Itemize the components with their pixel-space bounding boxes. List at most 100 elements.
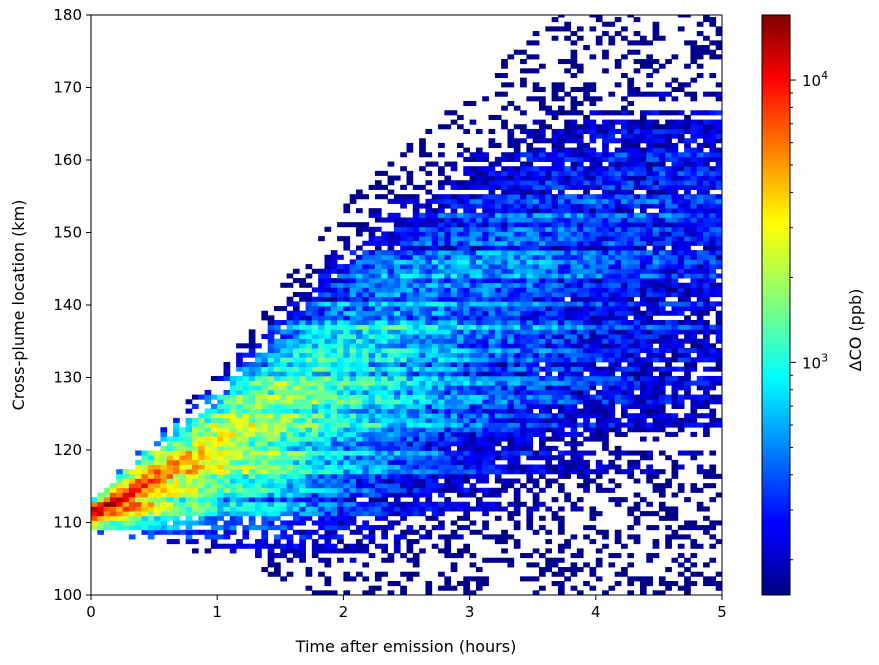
- heatmap-cell: [267, 427, 275, 433]
- heatmap-cell: [532, 54, 540, 60]
- heatmap-cell: [229, 408, 237, 414]
- heatmap-cell: [438, 338, 445, 344]
- heatmap-cell: [387, 520, 395, 526]
- heatmap-cell: [507, 254, 515, 260]
- heatmap-cell: [551, 175, 559, 181]
- heatmap-cell: [444, 357, 452, 363]
- heatmap-cell: [463, 231, 470, 237]
- heatmap-cell: [469, 343, 477, 349]
- heatmap-cell: [318, 413, 325, 419]
- heatmap-cell: [337, 254, 344, 260]
- heatmap-cell: [627, 525, 635, 531]
- heatmap-cell: [337, 427, 344, 433]
- heatmap-cell: [425, 203, 433, 209]
- heatmap-cell: [602, 180, 609, 186]
- heatmap-cell: [217, 455, 224, 461]
- heatmap-cell: [393, 399, 401, 405]
- heatmap-cell: [501, 529, 508, 535]
- heatmap-cell: [444, 347, 452, 354]
- heatmap-cell: [387, 292, 395, 298]
- heatmap-cell: [564, 133, 571, 139]
- heatmap-cell: [583, 534, 590, 540]
- heatmap-cell: [494, 455, 502, 461]
- heatmap-cell: [109, 487, 117, 493]
- heatmap-cell: [217, 441, 224, 447]
- heatmap-cell: [412, 347, 420, 354]
- heatmap-cell: [356, 483, 363, 489]
- heatmap-cell: [154, 450, 161, 456]
- heatmap-cell: [513, 478, 521, 484]
- heatmap-cell: [589, 152, 597, 158]
- heatmap-cell: [475, 422, 483, 428]
- heatmap-cell: [602, 124, 609, 130]
- heatmap-cell: [267, 436, 275, 442]
- heatmap-cell: [614, 226, 622, 232]
- heatmap-cell: [280, 427, 288, 433]
- heatmap-cell: [570, 501, 578, 507]
- heatmap-cell: [431, 417, 439, 423]
- heatmap-cell: [210, 501, 218, 507]
- heatmap-cell: [488, 557, 496, 563]
- heatmap-cell: [596, 0, 603, 3]
- heatmap-cell: [362, 548, 370, 554]
- heatmap-cell: [217, 375, 224, 382]
- heatmap-cell: [475, 273, 483, 279]
- heatmap-cell: [318, 310, 325, 316]
- heatmap-cell: [362, 413, 370, 419]
- heatmap-cell: [286, 394, 294, 400]
- heatmap-cell: [393, 431, 401, 437]
- heatmap-cell: [532, 455, 540, 461]
- heatmap-cell: [198, 413, 205, 419]
- heatmap-cell: [526, 366, 534, 372]
- heatmap-cell: [520, 403, 527, 409]
- heatmap-cell: [292, 431, 300, 437]
- heatmap-cell: [501, 180, 508, 186]
- heatmap-cell: [551, 562, 559, 568]
- heatmap-cell: [621, 334, 628, 340]
- heatmap-cell: [456, 343, 464, 349]
- heatmap-cell: [463, 273, 470, 279]
- heatmap-cell: [602, 408, 609, 414]
- heatmap-cell: [368, 539, 376, 545]
- heatmap-cell: [557, 142, 565, 148]
- heatmap-cell: [286, 478, 294, 484]
- heatmap-cell: [261, 408, 269, 414]
- heatmap-cell: [248, 487, 256, 493]
- heatmap-cell: [475, 217, 483, 223]
- heatmap-cell: [557, 515, 565, 521]
- heatmap-cell: [444, 250, 452, 256]
- heatmap-cell: [602, 278, 609, 284]
- heatmap-cell: [526, 445, 534, 451]
- heatmap-cell: [570, 441, 578, 447]
- heatmap-cell: [412, 352, 420, 358]
- heatmap-cell: [305, 501, 313, 507]
- heatmap-cell: [292, 306, 300, 312]
- heatmap-cell: [109, 525, 117, 531]
- heatmap-cell: [557, 282, 565, 288]
- heatmap-cell: [614, 320, 622, 326]
- heatmap-cell: [337, 534, 344, 540]
- heatmap-cell: [570, 469, 578, 475]
- heatmap-cell: [204, 399, 212, 405]
- heatmap-cell: [305, 497, 313, 503]
- heatmap-cell: [469, 152, 477, 158]
- heatmap-cell: [545, 343, 553, 349]
- heatmap-cell: [608, 273, 616, 279]
- heatmap-cell: [564, 403, 571, 409]
- heatmap-cell: [406, 427, 414, 433]
- heatmap-cell: [444, 268, 452, 274]
- heatmap-cell: [324, 259, 332, 265]
- heatmap-cell: [217, 464, 224, 470]
- heatmap-cell: [576, 347, 584, 354]
- heatmap-cell: [589, 450, 597, 456]
- heatmap-cell: [539, 292, 546, 298]
- heatmap-cell: [520, 464, 527, 470]
- heatmap-cell: [299, 506, 306, 512]
- heatmap-cell: [286, 511, 294, 517]
- heatmap-cell: [621, 282, 628, 288]
- heatmap-cell: [425, 408, 433, 414]
- heatmap-cell: [255, 539, 262, 545]
- heatmap-cell: [576, 334, 584, 340]
- heatmap-cell: [589, 334, 597, 340]
- heatmap-cell: [501, 334, 508, 340]
